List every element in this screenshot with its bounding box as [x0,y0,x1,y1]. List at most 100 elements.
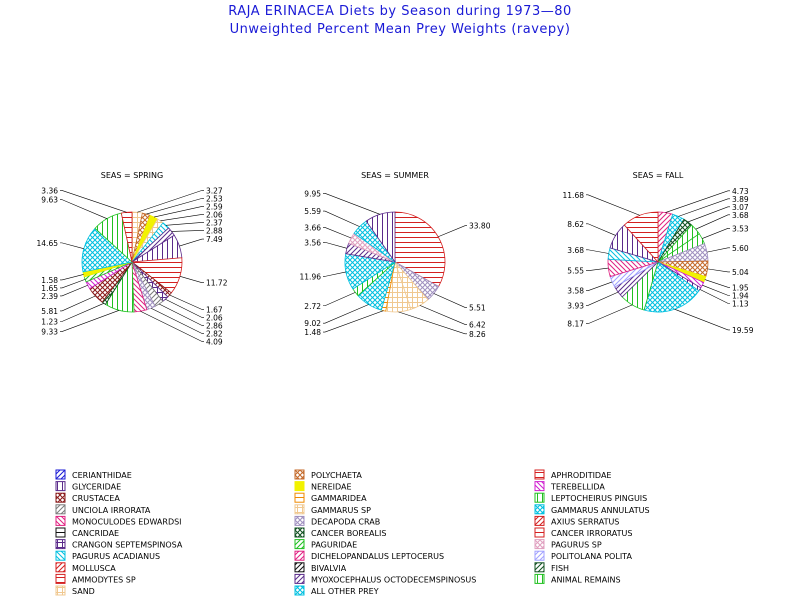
legend-label: ALL OTHER PREY [311,587,379,596]
legend-swatch [294,515,305,526]
legend-item-terebellida: TEREBELLIDA [534,481,605,492]
leader-line [323,304,369,324]
legend-item-politolana-polita: POLITOLANA POLITA [534,550,632,561]
leader-line [586,267,609,271]
legend-item-animal-remains: ANIMAL REMAINS [534,573,621,584]
legend-item-decapoda-crab: DECAPODA CRAB [294,515,380,526]
legend-item-myoxocephalus-octodecemspinosus: MYOXOCEPHALUS OCTODECEMSPINOSUS [294,573,476,584]
slice-value-label: 2.37 [206,218,223,227]
slice-value-label: 3.53 [732,224,749,233]
leader-line [699,289,730,304]
slice-value-label: 2.06 [206,210,223,219]
leader-line [60,190,127,213]
legend-swatch [534,527,545,538]
pie-title: SEAS = SPRING [101,171,163,180]
leader-line [150,307,204,334]
legend-item-dichelopandalus-leptocerus: DICHELOPANDALUS LEPTOCERUS [294,550,444,561]
legend-label: CRANGON SEPTEMSPINOSA [72,541,183,550]
legend-item-bivalvia: BIVALVIA [294,562,347,573]
leader-line [323,210,360,227]
legend-label: APHRODITIDAE [551,471,611,480]
slice-value-label: 3.27 [206,186,223,195]
legend-swatch [294,492,305,503]
slice-value-label: 8.17 [567,320,584,329]
legend-label: PAGURIDAE [311,541,357,550]
legend-swatch [534,539,545,550]
slice-value-label: 9.95 [304,189,321,198]
legend-label: TEREBELLIDA [550,483,605,492]
leader-line [398,311,467,335]
legend-item-cancer-irroratus: CANCER IRRORATUS [534,527,632,538]
legend-label: DICHELOPANDALUS LEPTOCERUS [311,552,444,561]
slice-value-label: 1.67 [206,305,223,314]
legend-item-cerianthidae: CERIANTHIDAE [55,469,132,480]
legend-label: CANCER BOREALIS [311,529,386,538]
slice-value-label: 9.63 [41,196,58,205]
legend-swatch [294,527,305,538]
leader-line [702,284,730,296]
leader-line [323,310,384,333]
leader-line [160,214,204,222]
leader-line [438,225,467,238]
legend-item-mollusca: MOLLUSCA [55,562,116,573]
legend-item-sand: SAND [55,585,95,596]
slice-value-label: 3.36 [41,186,58,195]
leader-line [60,242,84,250]
legend-swatch [294,481,305,492]
legend-label: MONOCULODES EDWARDSI [72,517,182,526]
legend-swatch [534,481,545,492]
legend-label: POLITOLANA POLITA [551,552,632,561]
legend-item-all-other-prey: ALL OTHER PREY [294,585,379,596]
slice-value-label: 3.68 [567,246,584,255]
slice-value-label: 5.55 [567,267,584,276]
legend-label: UNCIOLA IRRORATA [72,506,151,515]
legend-item-monoculodes-edwardsi: MONOCULODES EDWARDSI [55,515,182,526]
legend-item-leptocheirus-pinguis: LEPTOCHEIRUS PINGUIS [534,492,647,503]
legend-item-gammarus-annulatus: GAMMARUS ANNULATUS [534,504,650,515]
legend-swatch [294,539,305,550]
slice-value-label: 5.59 [304,207,321,216]
slice-value-label: 3.58 [567,287,584,296]
legend-item-fish: FISH [534,562,569,573]
legend-swatch [55,550,66,561]
leader-line [695,214,730,230]
legend-label: GAMMARIDEA [311,494,367,503]
legend-swatch [294,573,305,584]
legend-label: MOLLUSCA [72,564,116,573]
slice-value-label: 5.60 [732,244,749,253]
legend-swatch [534,469,545,480]
slice-value-label: 3.66 [304,223,321,232]
legend-label: CANCRIDAE [72,529,119,538]
slice-value-label: 2.88 [206,226,223,235]
legend-label: CRUSTACEA [72,494,120,503]
legend-item-unciola-irrorata: UNCIOLA IRRORATA [55,504,151,515]
slice-value-label: 14.65 [37,239,59,248]
slice-value-label: 5.51 [469,303,486,312]
legend-label: AXIUS SERRATUS [551,517,619,526]
pie-title: SEAS = FALL [633,171,684,180]
leader-line [179,276,204,283]
legend-label: CANCER IRRORATUS [551,529,632,538]
legend-item-paguridae: PAGURIDAE [294,539,357,550]
legend-swatch [294,585,305,596]
slice-value-label: 8.62 [567,220,584,229]
legend-label: BIVALVIA [311,564,347,573]
pie-seas-spring: SEAS = SPRING3.272.532.592.062.372.887.4… [37,171,228,346]
legend-label: FISH [551,564,569,573]
slice-value-label: 2.82 [206,329,223,338]
leader-line [586,249,609,254]
leader-line [586,194,641,216]
legend-label: MYOXOCEPHALUS OCTODECEMSPINOSUS [311,575,476,584]
slice-value-label: 4.73 [732,187,749,196]
leader-line [687,206,730,223]
legend-swatch [55,562,66,573]
slice-value-label: 2.59 [206,202,223,211]
leader-line [586,223,616,236]
leader-line [586,291,619,306]
slice-value-label: 2.53 [206,194,223,203]
leader-line [60,295,96,312]
slice-value-label: 3.68 [732,211,749,220]
slice-value-label: 9.33 [41,328,58,337]
legend-item-cancridae: CANCRIDAE [55,527,119,538]
slice-value-label: 19.59 [732,326,754,335]
